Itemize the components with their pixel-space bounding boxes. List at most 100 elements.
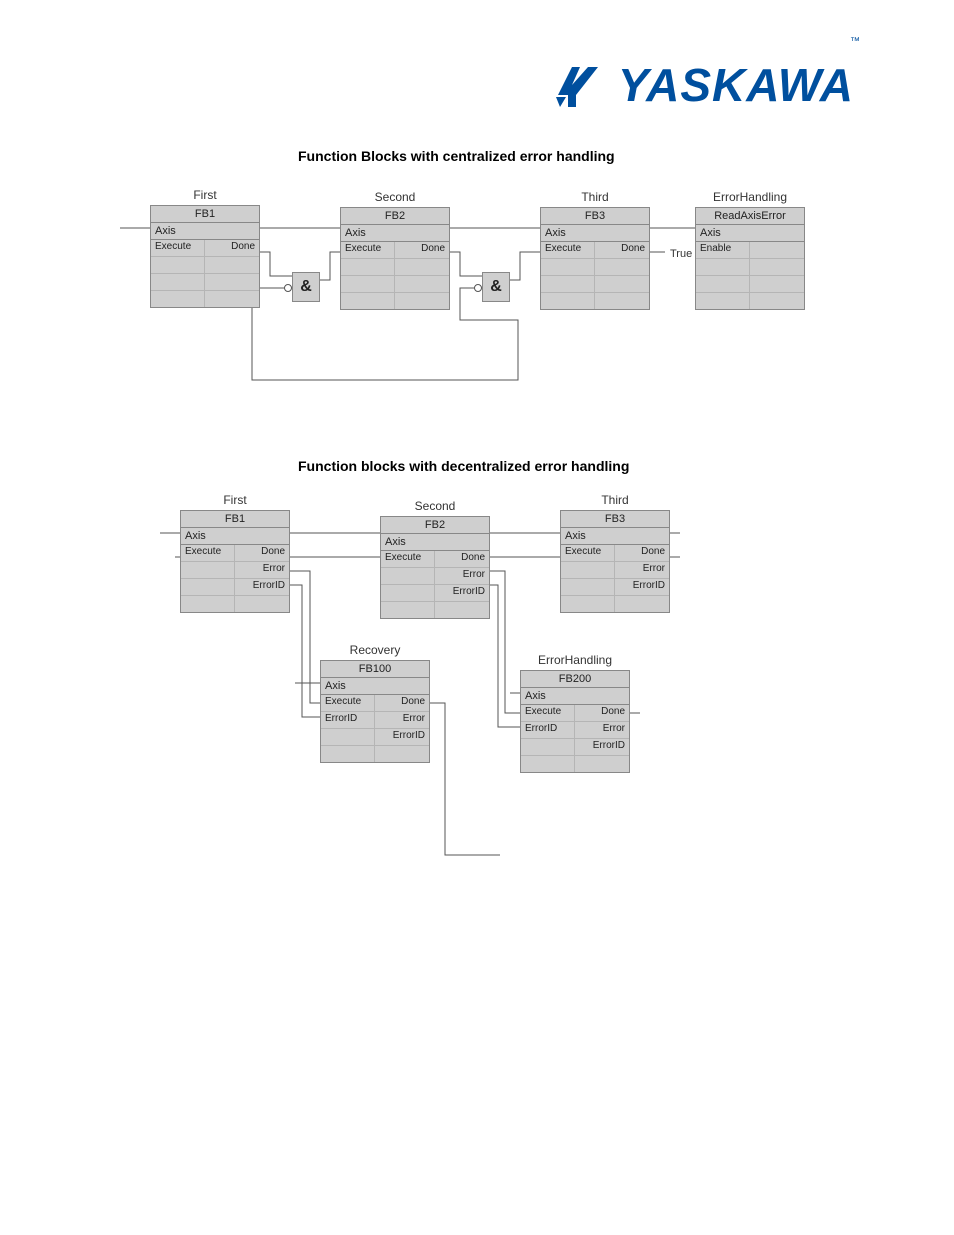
- fb-rows: ExecuteDoneErrorErrorID: [181, 545, 289, 612]
- fb-row: [341, 259, 449, 276]
- fb-row: [696, 259, 804, 276]
- fb-row: ExecuteDone: [151, 240, 259, 257]
- fb-output-label: ErrorID: [235, 579, 289, 595]
- function-block-fb3: Third FB3AxisExecuteDone: [540, 190, 650, 310]
- fb-row: ExecuteDone: [321, 695, 429, 712]
- fb-input-label: Execute: [541, 242, 595, 258]
- fb-axis-label: Axis: [321, 678, 429, 695]
- fb-output-label: [595, 293, 649, 309]
- fb-output-label: [395, 293, 449, 309]
- fb-input-label: [696, 259, 750, 275]
- function-block-eh: ErrorHandling ReadAxisErrorAxisEnable: [695, 190, 805, 310]
- fb-row: ErrorIDError: [321, 712, 429, 729]
- function-block-d-fb1: First FB1AxisExecuteDoneErrorErrorID: [180, 493, 290, 613]
- fb-rows: ExecuteDone: [151, 240, 259, 307]
- fb-input-label: [696, 293, 750, 309]
- fb-input-label: [381, 585, 435, 601]
- negation-dot-icon: [284, 284, 292, 292]
- true-literal-label: True: [670, 248, 692, 260]
- fb-rows: ExecuteDoneErrorErrorID: [381, 551, 489, 618]
- fb-row: ExecuteDone: [341, 242, 449, 259]
- function-block-d-fb2: SecondFB2AxisExecuteDoneErrorErrorID: [380, 499, 490, 619]
- fb-box: ReadAxisErrorAxisEnable: [695, 207, 805, 310]
- fb-output-label: ErrorID: [375, 729, 429, 745]
- fb-input-label: Execute: [381, 551, 435, 567]
- function-block-d-rec: Recovery FB100AxisExecuteDoneErrorIDError…: [320, 643, 430, 763]
- fb-axis-label: Axis: [521, 688, 629, 705]
- fb-title: First: [180, 493, 290, 507]
- brand-name: YASKAWA: [618, 59, 854, 111]
- page: YASKAWA™ Function Blocks with centralize…: [0, 0, 954, 1235]
- fb-axis-label: Axis: [181, 528, 289, 545]
- diagram-decentralized: First FB1AxisExecuteDoneErrorErrorID Secon…: [160, 485, 740, 890]
- fb-output-label: Done: [595, 242, 649, 258]
- fb-box: FB100AxisExecuteDoneErrorIDErrorErrorID: [320, 660, 430, 763]
- fb-title: ErrorHandling: [695, 190, 805, 204]
- fb-box: FB2AxisExecuteDone: [340, 207, 450, 310]
- fb-axis-label: Axis: [341, 225, 449, 242]
- fb-axis-label: Axis: [541, 225, 649, 242]
- fb-axis-label: Axis: [151, 223, 259, 240]
- fb-title: Third: [560, 493, 670, 507]
- fb-input-label: [521, 739, 575, 755]
- fb-box: FB3AxisExecuteDoneErrorErrorID: [560, 510, 670, 613]
- fb-row: [181, 596, 289, 612]
- fb-output-label: Error: [575, 722, 629, 738]
- fb-output-label: [235, 596, 289, 612]
- fb-output-label: Done: [375, 695, 429, 711]
- fb-row: Error: [181, 562, 289, 579]
- fb-output-label: ErrorID: [435, 585, 489, 601]
- fb-title: Third: [540, 190, 650, 204]
- function-block-d-fb3: Third FB3AxisExecuteDoneErrorErrorID: [560, 493, 670, 613]
- fb-input-label: ErrorID: [321, 712, 375, 728]
- fb-box: FB3AxisExecuteDone: [540, 207, 650, 310]
- fb-input-label: ErrorID: [521, 722, 575, 738]
- fb-row: [151, 274, 259, 291]
- fb-title: Recovery: [320, 643, 430, 657]
- fb-box: FB200AxisExecuteDoneErrorIDErrorErrorID: [520, 670, 630, 773]
- fb-rows: ExecuteDone: [341, 242, 449, 309]
- fb-input-label: [341, 293, 395, 309]
- fb-input-label: Execute: [321, 695, 375, 711]
- fb-output-label: [435, 602, 489, 618]
- fb-input-label: [151, 257, 205, 273]
- fb-rows: ExecuteDone: [541, 242, 649, 309]
- wire: [318, 252, 340, 280]
- fb-output-label: Error: [235, 562, 289, 578]
- fb-row: [521, 756, 629, 772]
- brand-tm: ™: [850, 36, 860, 47]
- fb-output-label: [750, 242, 804, 258]
- wire: [260, 252, 292, 276]
- fb-row: [381, 602, 489, 618]
- fb-input-label: [151, 291, 205, 307]
- fb-output-label: Done: [575, 705, 629, 721]
- fb-input-label: Execute: [521, 705, 575, 721]
- fb-rows: Enable: [696, 242, 804, 309]
- fb-input-label: [151, 274, 205, 290]
- and-gate: &: [292, 272, 320, 302]
- fb-row: [696, 276, 804, 293]
- fb-box: FB1AxisExecuteDoneErrorErrorID: [180, 510, 290, 613]
- brand-logo: YASKAWA™: [554, 58, 864, 112]
- fb-row: [151, 257, 259, 274]
- fb-output-label: [575, 756, 629, 772]
- wire: [290, 585, 320, 717]
- fb-output-label: Done: [205, 240, 259, 256]
- wire: [490, 571, 520, 713]
- fb-input-label: [541, 276, 595, 292]
- fb-input-label: [561, 579, 615, 595]
- fb-row: [696, 293, 804, 309]
- fb-name: FB2: [341, 208, 449, 225]
- fb-output-label: [750, 276, 804, 292]
- fb-output-label: Done: [235, 545, 289, 561]
- fb-row: Error: [561, 562, 669, 579]
- fb-input-label: [561, 596, 615, 612]
- fb-box: FB1AxisExecuteDone: [150, 205, 260, 308]
- fb-output-label: Done: [435, 551, 489, 567]
- fb-input-label: Execute: [561, 545, 615, 561]
- fb-output-label: ErrorID: [575, 739, 629, 755]
- fb-input-label: [696, 276, 750, 292]
- fb-row: [341, 293, 449, 309]
- fb-row: [541, 293, 649, 309]
- section1-title: Function Blocks with centralized error h…: [298, 148, 615, 164]
